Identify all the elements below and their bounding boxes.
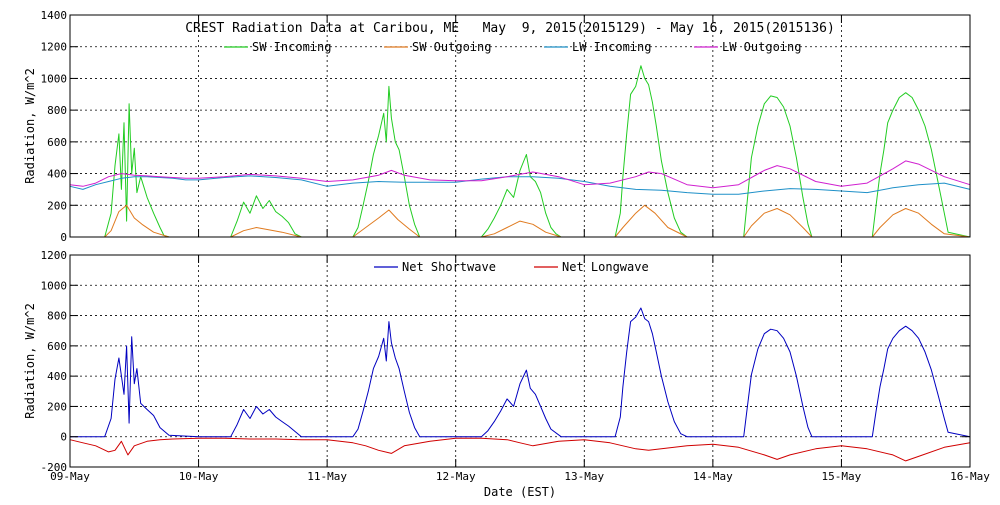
legend-label: Net Longwave — [562, 260, 649, 274]
x-tick-label: 11-May — [307, 470, 347, 483]
bottom-panel: -200 0 200 400 600 800 1000 1200 09-May 10-May 11-… — [23, 249, 990, 499]
x-tick-label: 10-May — [179, 470, 219, 483]
y-tick-label: 800 — [47, 104, 67, 117]
y-tick-label: 1200 — [41, 249, 68, 262]
y-tick-label: 800 — [47, 310, 67, 323]
y-tick-label: 0 — [60, 231, 67, 244]
y-tick-label: 1200 — [41, 41, 68, 54]
plot-frame — [69, 14, 971, 238]
legend-label: SW Incoming — [252, 40, 331, 54]
x-tick-label: 15-May — [822, 470, 862, 483]
x-tick-label: 13-May — [564, 470, 604, 483]
y-tick-label: 1400 — [41, 9, 68, 22]
series-line-lw-outgoing — [69, 160, 971, 189]
y-tick-label: 600 — [47, 340, 67, 353]
y-tick-label: -200 — [41, 461, 68, 474]
series-line-net-longwave — [69, 437, 971, 462]
x-tick-label: 16-May — [950, 470, 990, 483]
y-tick-label: 400 — [47, 168, 67, 181]
series-line-sw-incoming — [70, 65, 971, 238]
y-axis-label: Radiation, W/m^2 — [23, 68, 37, 184]
plot-frame — [69, 254, 971, 468]
y-tick-label: 0 — [60, 431, 67, 444]
chart-title: CREST Radiation Data at Caribou, ME May … — [185, 21, 835, 36]
x-axis-label: Date (EST) — [484, 485, 556, 499]
series-line-lw-incoming — [69, 175, 971, 195]
y-tick-label: 1000 — [41, 279, 68, 292]
legend-label: SW Outgoing — [412, 40, 491, 54]
y-tick-label: 200 — [47, 199, 67, 212]
series-line-net-shortwave — [70, 307, 971, 438]
y-tick-label: 200 — [47, 400, 67, 413]
y-axis-label: Radiation, W/m^2 — [23, 303, 37, 419]
series-line-sw-outgoing — [70, 204, 971, 238]
x-tick-label: 12-May — [436, 470, 476, 483]
legend-label: LW Incoming — [572, 40, 651, 54]
legend-label: Net Shortwave — [402, 260, 496, 274]
x-tick-label: 09-May — [50, 470, 90, 483]
top-panel: 0 200 400 600 800 1000 1200 1400 Radiation, W/m^… — [23, 9, 971, 244]
legend-label: LW Outgoing — [722, 40, 801, 54]
y-tick-label: 1000 — [41, 72, 68, 85]
y-tick-label: 600 — [47, 136, 67, 149]
x-tick-label: 14-May — [693, 470, 733, 483]
y-tick-label: 400 — [47, 370, 67, 383]
